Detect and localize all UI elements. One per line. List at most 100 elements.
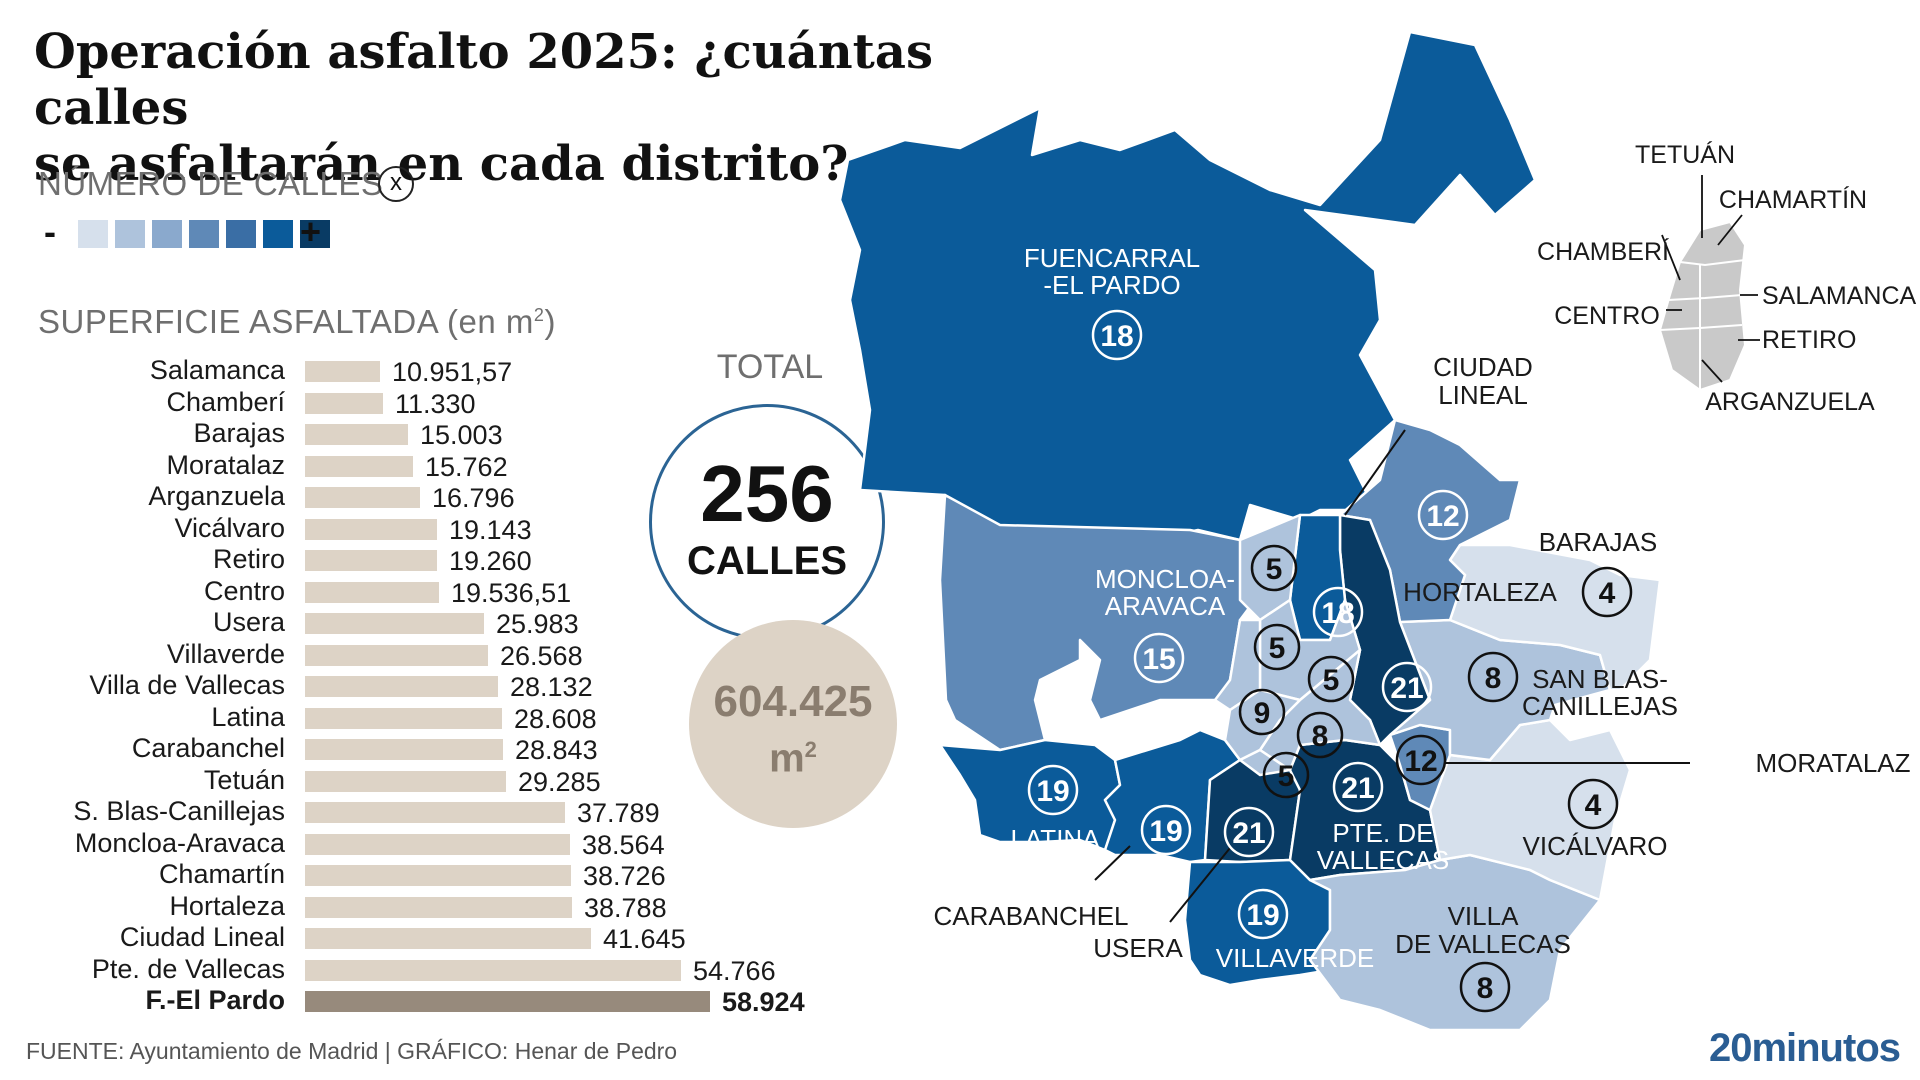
- bar-row: Hortaleza 38.788: [0, 891, 840, 923]
- bar-category-label: Usera: [212, 607, 285, 637]
- bar-value-label: 10.951,57: [392, 357, 513, 387]
- district-labels: FUENCARRAL -EL PARDO MONCLOA- ARAVACA LA…: [933, 243, 1910, 973]
- bar: [305, 708, 502, 729]
- count-badge-usera: 21: [1223, 806, 1275, 858]
- bar-value-label: 38.788: [584, 893, 667, 923]
- label-ciudad-lineal-line2: LINEAL: [1438, 380, 1528, 410]
- count-carabanchel: 19: [1149, 815, 1182, 848]
- count-badge-centro: 9: [1238, 688, 1286, 736]
- inset-label-chamberi: CHAMBERÍ: [1537, 237, 1669, 266]
- bar: [305, 550, 437, 571]
- bar-value-label: 19.143: [449, 515, 532, 545]
- bar: [305, 771, 506, 792]
- surface-label-text: SUPERFICIE ASFALTADA (en m: [38, 303, 534, 340]
- count-villaverde: 19: [1246, 899, 1279, 932]
- count-badge-pte-vallecas: 21: [1332, 761, 1384, 813]
- bar-value-label: 15.762: [425, 452, 508, 482]
- label-usera: USERA: [1093, 933, 1183, 963]
- label-hortaleza: HORTALEZA: [1403, 577, 1557, 607]
- surface-label: SUPERFICIE ASFALTADA (en m2): [38, 303, 556, 341]
- bar: [305, 613, 484, 634]
- count-moncloa: 15: [1142, 643, 1175, 676]
- surface-label-sup: 2: [533, 305, 545, 325]
- count-badge-latina: 19: [1027, 764, 1079, 816]
- bar-row: Villa de Vallecas 28.132: [0, 670, 840, 702]
- total-area-circle: 604.425 m2: [689, 620, 897, 828]
- count-retiro: 8: [1312, 720, 1329, 753]
- total-streets-circle: 256 CALLES: [649, 404, 885, 640]
- bar-value-label: 37.789: [577, 798, 660, 828]
- count-chamberi: 5: [1266, 553, 1283, 586]
- count-arganzuela: 5: [1278, 760, 1295, 793]
- count-latina: 19: [1036, 775, 1069, 808]
- bar: [305, 424, 408, 445]
- legend-swatch-4: [189, 220, 219, 248]
- bar-value-label: 26.568: [500, 641, 583, 671]
- bar-value-label: 25.983: [496, 609, 579, 639]
- bar: [305, 802, 565, 823]
- bar-row: Arganzuela 16.796: [0, 481, 840, 513]
- label-moratalaz: MORATALAZ: [1755, 748, 1910, 778]
- bar-category-label: Pte. de Vallecas: [91, 954, 285, 984]
- label-fuencarral-line1: FUENCARRAL: [1024, 243, 1200, 273]
- bar: [305, 361, 380, 382]
- count-usera: 21: [1232, 817, 1265, 850]
- bar-row: Pte. de Vallecas 54.766: [0, 954, 840, 986]
- label-villaverde: VILLAVERDE: [1216, 943, 1374, 973]
- bar-row: Carabanchel 28.843: [0, 733, 840, 765]
- bar-value-label: 28.843: [515, 735, 598, 765]
- central-districts-inset: TETUÁN CHAMARTÍN CHAMBERÍ SALAMANCA CENT…: [1537, 140, 1917, 416]
- legend-swatch-7: [300, 220, 330, 248]
- bar-category-label: Centro: [203, 576, 285, 606]
- count-pte-vallecas: 21: [1341, 772, 1374, 805]
- bar: [305, 960, 681, 981]
- count-badge-chamberi: 5: [1250, 544, 1298, 592]
- bar-row: Ciudad Lineal 41.645: [0, 922, 840, 954]
- inset-label-retiro: RETIRO: [1762, 326, 1856, 354]
- bar-row: Vicálvaro 19.143: [0, 513, 840, 545]
- bar-value-label: 38.564: [582, 830, 665, 860]
- bar-row: Tetuán 29.285: [0, 765, 840, 797]
- count-badge-carabanchel: 19: [1140, 804, 1192, 856]
- label-ciudad-lineal-line1: CIUDAD: [1433, 352, 1533, 382]
- count-badge-san-blas: 8: [1467, 651, 1519, 703]
- bar-category-label: Tetuán: [203, 765, 285, 795]
- count-badge-arganzuela: 5: [1262, 751, 1310, 799]
- count-badge-tetuan: 18: [1312, 586, 1364, 638]
- district-moncloa-aravaca: [938, 493, 1257, 752]
- count-san-blas: 8: [1485, 662, 1502, 695]
- bar-row: Centro 19.536,51: [0, 576, 840, 608]
- bar: [305, 897, 572, 918]
- bar-value-label: 11.330: [395, 389, 476, 419]
- label-latina: LATINA: [1010, 824, 1100, 854]
- bar-value-label: 58.924: [722, 987, 805, 1017]
- title-line-2: se asfaltarán en cada distrito?: [34, 136, 849, 192]
- count-badge-fuencarral: 18: [1091, 309, 1143, 361]
- count-badge-hortaleza: 12: [1417, 489, 1469, 541]
- title-line-1: Operación asfalto 2025: ¿cuántas calles: [34, 24, 933, 136]
- bar: [305, 393, 383, 414]
- legend-plus-sign: +: [300, 211, 322, 252]
- bar-row: Moratalaz 15.762: [0, 450, 840, 482]
- bar-category-label: F.-El Pardo: [145, 985, 285, 1015]
- surface-label-end: ): [544, 303, 556, 340]
- bar-category-label: Chamberí: [166, 387, 285, 417]
- count-ciudad-lineal: 21: [1390, 672, 1423, 705]
- publisher-logo: 20minutos: [1708, 1026, 1901, 1070]
- bar-category-label: Moncloa-Aravaca: [74, 828, 285, 858]
- count-barajas: 4: [1599, 577, 1616, 610]
- legend-swatch-3: [152, 220, 182, 248]
- count-centro: 9: [1254, 697, 1271, 730]
- label-vicalvaro: VICÁLVARO: [1523, 831, 1668, 861]
- count-tetuan: 18: [1321, 597, 1354, 630]
- footer-source: FUENTE: Ayuntamiento de Madrid | GRÁFICO…: [26, 1038, 678, 1064]
- bar: [305, 676, 498, 697]
- bar-category-label: Moratalaz: [166, 450, 285, 480]
- bar-category-label: Retiro: [212, 544, 285, 574]
- bar-value-label: 16.796: [432, 483, 515, 513]
- inset-shape: [1658, 220, 1747, 392]
- count-chamartin: 5: [1323, 664, 1340, 697]
- district-villa-de-vallecas: [1308, 853, 1602, 1032]
- count-hortaleza: 12: [1426, 500, 1459, 533]
- count-salamanca: 5: [1269, 632, 1286, 665]
